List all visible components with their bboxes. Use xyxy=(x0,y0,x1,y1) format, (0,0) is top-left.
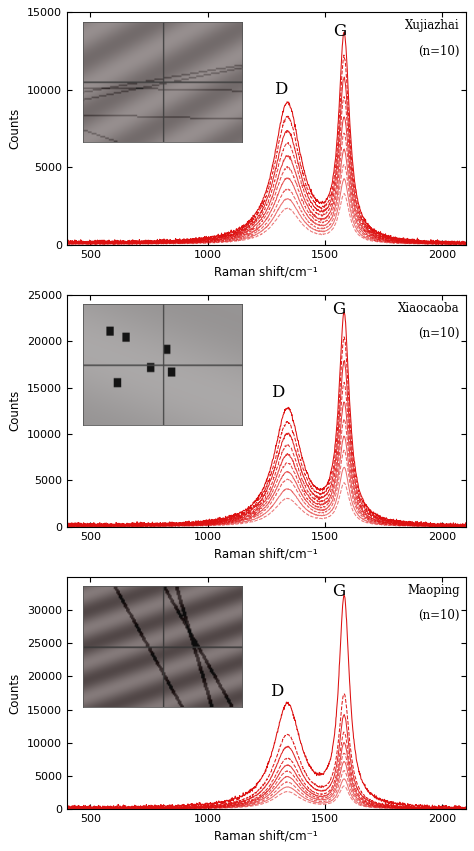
Text: Xiaocaoba: Xiaocaoba xyxy=(398,301,460,315)
X-axis label: Raman shift/cm⁻¹: Raman shift/cm⁻¹ xyxy=(214,266,318,278)
Y-axis label: Counts: Counts xyxy=(9,672,21,714)
Text: Maoping: Maoping xyxy=(407,584,460,597)
Text: Xujiazhai: Xujiazhai xyxy=(405,20,460,32)
Text: G: G xyxy=(332,583,345,600)
X-axis label: Raman shift/cm⁻¹: Raman shift/cm⁻¹ xyxy=(214,547,318,561)
Text: D: D xyxy=(270,683,283,700)
X-axis label: Raman shift/cm⁻¹: Raman shift/cm⁻¹ xyxy=(214,830,318,842)
Text: (n=10): (n=10) xyxy=(418,609,460,622)
Text: (n=10): (n=10) xyxy=(418,327,460,340)
Text: D: D xyxy=(271,385,285,402)
Y-axis label: Counts: Counts xyxy=(9,390,21,431)
Text: D: D xyxy=(273,81,287,98)
Y-axis label: Counts: Counts xyxy=(9,108,21,149)
Text: (n=10): (n=10) xyxy=(418,45,460,58)
Text: G: G xyxy=(332,301,345,317)
Text: G: G xyxy=(334,23,346,40)
